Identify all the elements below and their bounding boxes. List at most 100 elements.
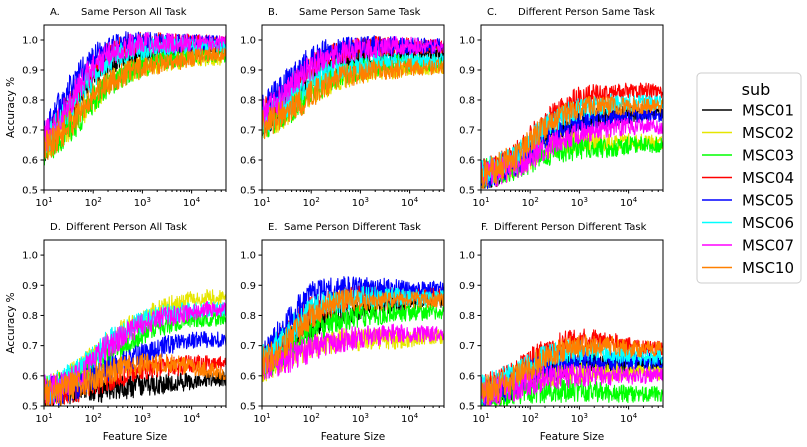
- y-tick-label: 0.9: [240, 281, 256, 292]
- y-tick-label: 1.0: [22, 251, 38, 262]
- series-line-msc10: [262, 288, 444, 379]
- series-group: [44, 31, 226, 166]
- x-tick-label: 101: [35, 196, 52, 209]
- series-line-msc10: [481, 334, 663, 406]
- y-tick-label: 0.9: [240, 66, 256, 77]
- legend: sub MSC01MSC02MSC03MSC04MSC05MSC06MSC07M…: [696, 72, 802, 284]
- y-tick-label: 1.0: [240, 36, 256, 47]
- legend-label-msc07: MSC07: [742, 237, 794, 255]
- y-tick-label: 0.6: [459, 156, 475, 167]
- y-tick-label: 0.8: [22, 96, 38, 107]
- x-axis-label: Feature Size: [540, 431, 605, 443]
- panel-title: Different Person Same Task: [518, 7, 655, 18]
- legend-label-msc04: MSC04: [742, 169, 794, 187]
- x-tick-label: 104: [183, 412, 201, 425]
- panel-e: 0.5 0.6 0.7 0.8 0.9 1.0 101 102 103 104 E. Same Per…: [240, 222, 445, 443]
- legend-frame: [696, 72, 802, 284]
- panel-letter: F.: [481, 222, 488, 233]
- x-tick-label: 104: [183, 196, 201, 209]
- y-tick-label: 0.6: [22, 156, 38, 167]
- y-tick-label: 0.8: [240, 311, 256, 322]
- x-axis-label: Feature Size: [321, 431, 386, 443]
- legend-title: sub: [742, 80, 771, 99]
- legend-label-msc05: MSC05: [742, 192, 794, 210]
- panel-c: 0.5 0.6 0.7 0.8 0.9 1.0 101 102 103 104 C. Differen…: [459, 7, 664, 209]
- series-group: [44, 289, 226, 406]
- panel-b: 0.5 0.6 0.7 0.8 0.9 1.0 101 102 103 104 B. Same Per…: [240, 7, 445, 209]
- series-line-msc07: [262, 323, 444, 380]
- x-tick-label: 102: [522, 196, 539, 209]
- x-tick-label: 102: [303, 196, 320, 209]
- y-tick-label: 0.9: [22, 66, 38, 77]
- x-tick-label: 102: [85, 412, 102, 425]
- y-tick-label: 1.0: [240, 251, 256, 262]
- x-tick-label: 104: [401, 196, 419, 209]
- legend-entries: MSC01 MSC02 MSC03 MSC04 MSC05 MSC06 MSC07 MSC10: [702, 102, 794, 277]
- y-tick-label: 0.8: [459, 96, 475, 107]
- y-tick-label: 0.5: [22, 186, 38, 197]
- y-tick-label: 0.7: [459, 126, 475, 137]
- legend-label-msc06: MSC06: [742, 214, 794, 232]
- series-line-msc10: [44, 46, 226, 160]
- y-tick-label: 0.7: [459, 341, 475, 352]
- y-tick-label: 0.9: [459, 66, 475, 77]
- x-tick-label: 101: [35, 412, 52, 425]
- y-tick-label: 1.0: [22, 36, 38, 47]
- y-axis-label: Accuracy %: [5, 292, 17, 353]
- y-tick-label: 1.0: [459, 251, 475, 262]
- y-tick-label: 0.6: [22, 371, 38, 382]
- panel-letter: E.: [268, 222, 278, 233]
- y-tick-label: 0.7: [22, 341, 38, 352]
- panel-a: 0.5 0.6 0.7 0.8 0.9 1.0 101 102 103 104 A. Same Per…: [5, 7, 227, 209]
- panel-f: 0.5 0.6 0.7 0.8 0.9 1.0 101 102 103 104 F. Differen…: [459, 222, 664, 443]
- x-tick-label: 104: [620, 196, 638, 209]
- y-tick-label: 0.6: [240, 156, 256, 167]
- x-tick-label: 102: [85, 196, 102, 209]
- series-group: [481, 82, 663, 189]
- y-tick-label: 0.5: [459, 402, 475, 413]
- panel-title: Different Person All Task: [66, 222, 187, 233]
- series-line-msc07: [44, 32, 226, 152]
- x-tick-label: 101: [253, 196, 270, 209]
- y-tick-label: 0.7: [240, 341, 256, 352]
- y-tick-label: 1.0: [459, 36, 475, 47]
- x-tick-label: 101: [472, 412, 489, 425]
- panel-title: Same Person All Task: [81, 7, 187, 18]
- legend-label-msc10: MSC10: [742, 259, 794, 277]
- series-group: [262, 276, 444, 382]
- series-group: [262, 35, 444, 140]
- series-line-msc05: [262, 276, 444, 372]
- panel-letter: D.: [50, 222, 61, 233]
- y-axis-label: Accuracy %: [5, 77, 17, 138]
- legend-label-msc03: MSC03: [742, 147, 794, 165]
- y-tick-label: 0.8: [459, 311, 475, 322]
- series-group: [481, 328, 663, 406]
- x-tick-label: 101: [253, 412, 270, 425]
- x-tick-label: 103: [352, 412, 369, 425]
- y-tick-label: 0.5: [459, 186, 475, 197]
- panel-letter: B.: [268, 7, 278, 18]
- panel-letter: C.: [487, 7, 497, 18]
- y-tick-label: 0.7: [22, 126, 38, 137]
- y-tick-label: 0.5: [22, 402, 38, 413]
- legend-label-msc01: MSC01: [742, 102, 794, 120]
- y-tick-label: 0.8: [240, 96, 256, 107]
- y-tick-label: 0.5: [240, 402, 256, 413]
- x-tick-label: 102: [522, 412, 539, 425]
- y-tick-label: 0.6: [240, 371, 256, 382]
- panel-letter: A.: [50, 7, 60, 18]
- y-tick-label: 0.8: [22, 311, 38, 322]
- y-tick-label: 0.9: [459, 281, 475, 292]
- panel-title: Same Person Different Task: [284, 222, 421, 233]
- series-line-msc10: [44, 353, 226, 406]
- x-tick-label: 103: [134, 196, 151, 209]
- x-tick-label: 103: [352, 196, 369, 209]
- panel-title: Different Person Different Task: [494, 222, 647, 233]
- x-tick-label: 103: [571, 412, 588, 425]
- x-tick-label: 103: [571, 196, 588, 209]
- panel-d: 0.5 0.6 0.7 0.8 0.9 1.0 101 102 103 104 D. Differen…: [5, 222, 227, 443]
- x-axis-label: Feature Size: [103, 431, 168, 443]
- x-tick-label: 103: [134, 412, 151, 425]
- y-tick-label: 0.5: [240, 186, 256, 197]
